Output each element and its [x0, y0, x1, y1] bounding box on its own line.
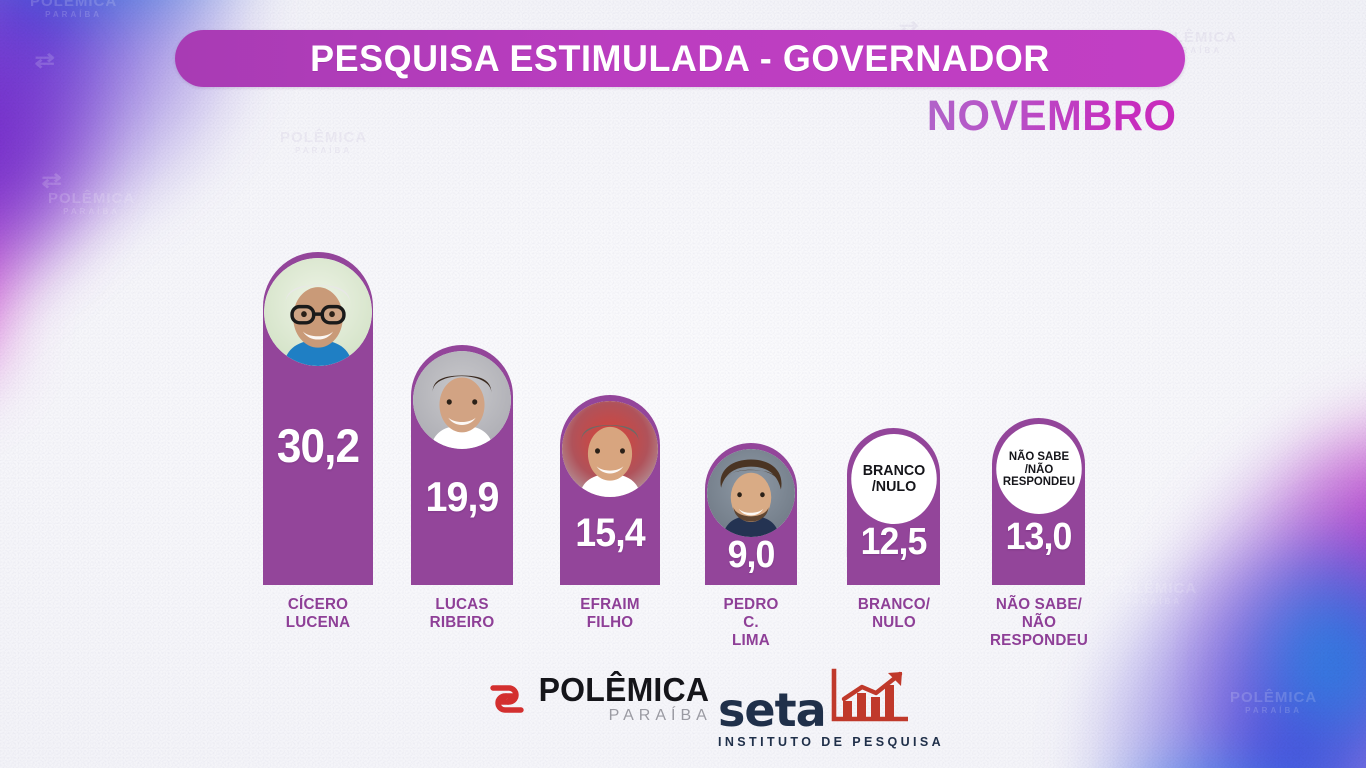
bar-label-cicero-lucena: CÍCERO LUCENA [284, 596, 352, 632]
title-banner: PESQUISA ESTIMULADA - GOVERNADOR [175, 30, 1185, 87]
page-title: PESQUISA ESTIMULADA - GOVERNADOR [310, 37, 1050, 79]
bar-value-pedro-c-lima: 9,0 [727, 534, 776, 576]
bar-column-nao-sabe-nao-respondeu: NÃO SABE /NÃO RESPONDEU 13,0 NÃO SABE/NÃO … [990, 0, 1087, 768]
seta-growth-chart-icon [830, 667, 908, 730]
seta-wordmark-row: seta [718, 667, 944, 737]
bar-label-line-2: LUCENA [285, 613, 351, 631]
bar-label-line-1: EFRAIM [580, 596, 640, 613]
page-subtitle-month: NOVEMBRO [926, 92, 1177, 140]
gradient-blob-bottom-right-accent [1146, 468, 1366, 768]
gradient-blob-top-left-accent [0, 0, 190, 470]
bar-column-branco-nulo: BRANCO /NULO 12,5 BRANCO/NULO [847, 0, 940, 768]
bar-value-cicero-lucena: 30,2 [276, 419, 360, 472]
footer-logos: POLÊMICA PARAÍBA seta INSTITUTO DE PESQU… [0, 665, 1366, 749]
polemica-subtitle: PARAÍBA [608, 707, 712, 724]
bar-label-line-1: CÍCERO [287, 596, 349, 613]
bar-label-line-1: BRANCO/ [857, 596, 930, 613]
bar-label-line-2: C. LIMA [732, 613, 770, 649]
seta-name: seta [718, 682, 827, 737]
bar-label-line-1: LUCAS [435, 596, 489, 613]
candidate-photo-efraim-filho [562, 401, 658, 497]
bar-value-nao-sabe-nao-respondeu: 13,0 [1005, 516, 1073, 558]
polemica-name: POLÊMICA [538, 671, 710, 708]
bar-label-line-2: FILHO [586, 613, 634, 631]
bar-column-cicero-lucena: 30,2 CÍCERO LUCENA [263, 0, 373, 768]
candidate-photo-cicero-lucena [264, 258, 372, 366]
bar-label-nao-sabe-nao-respondeu: NÃO SABE/NÃO RESPONDEU [987, 596, 1090, 650]
bar-label-line-1: PEDRO [723, 596, 779, 613]
polemica-wordmark: POLÊMICA PARAÍBA [536, 673, 712, 724]
bar-label-line-2: NULO [871, 613, 916, 631]
candidate-photo-lucas-ribeiro [413, 351, 511, 449]
category-label-circle-nao-sabe-nao-respondeu: NÃO SABE /NÃO RESPONDEU [995, 424, 1082, 514]
bar-label-line-2: NÃO RESPONDEU [989, 613, 1088, 649]
bar-label-efraim-filho: EFRAIM FILHO [579, 596, 642, 632]
polemica-mark-icon [487, 679, 527, 719]
bar-label-branco-nulo: BRANCO/NULO [855, 596, 931, 632]
bar-value-branco-nulo: 12,5 [860, 521, 928, 563]
bar-label-pedro-c-lima: PEDRO C. LIMA [722, 596, 780, 650]
bar-column-pedro-c-lima: 9,0 PEDRO C. LIMA [705, 0, 797, 768]
bar-value-lucas-ribeiro: 19,9 [425, 473, 499, 520]
logo-polemica-paraiba: POLÊMICA PARAÍBA [487, 673, 712, 724]
bar-column-lucas-ribeiro: 19,9 LUCAS RIBEIRO [411, 0, 513, 768]
logo-seta-instituto: seta INSTITUTO DE PESQUISA [718, 667, 944, 749]
seta-subtitle: INSTITUTO DE PESQUISA [718, 735, 945, 749]
candidate-photo-pedro-c-lima [707, 449, 795, 537]
bar-label-lucas-ribeiro: LUCAS RIBEIRO [428, 596, 496, 632]
category-label-circle-branco-nulo: BRANCO /NULO [850, 434, 937, 524]
bar-value-efraim-filho: 15,4 [575, 511, 645, 555]
watermark-mark: ⇄ [34, 49, 57, 72]
bar-column-efraim-filho: 15,4 EFRAIM FILHO [560, 0, 660, 768]
bar-label-line-1: NÃO SABE/ [995, 596, 1082, 613]
bar-label-line-2: RIBEIRO [429, 613, 495, 631]
